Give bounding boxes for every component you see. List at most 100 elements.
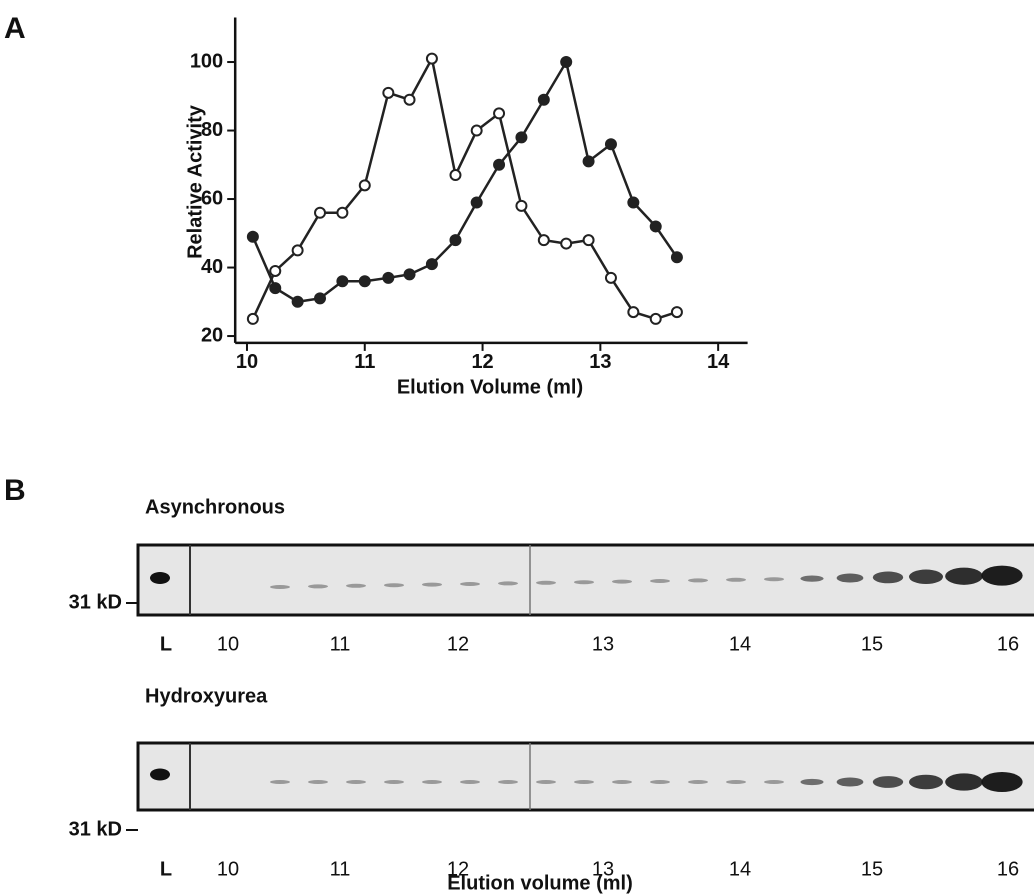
band bbox=[688, 780, 708, 784]
point bbox=[515, 131, 528, 144]
band bbox=[422, 780, 442, 784]
point bbox=[336, 275, 349, 288]
band bbox=[800, 575, 824, 582]
point bbox=[649, 312, 662, 325]
x-tick-label: 10 bbox=[236, 351, 258, 373]
y-tick-label: 80 bbox=[201, 119, 223, 141]
lane-label: 11 bbox=[330, 858, 351, 880]
size-marker: 31 kD bbox=[69, 818, 122, 840]
band bbox=[498, 780, 518, 784]
band bbox=[908, 774, 944, 790]
point bbox=[627, 196, 640, 209]
y-tick-label: 100 bbox=[190, 50, 223, 72]
point bbox=[493, 107, 506, 120]
x-tick-label: 12 bbox=[471, 351, 493, 373]
band bbox=[270, 585, 290, 589]
point bbox=[358, 179, 371, 192]
point bbox=[670, 251, 683, 264]
ladder-band bbox=[150, 768, 170, 781]
point bbox=[314, 206, 327, 219]
blot-title: Hydroxyurea bbox=[145, 685, 268, 707]
band bbox=[536, 780, 556, 784]
point bbox=[604, 271, 617, 284]
band bbox=[612, 780, 632, 784]
lane-label: 14 bbox=[729, 858, 751, 880]
band bbox=[308, 780, 328, 784]
point bbox=[560, 56, 573, 69]
point bbox=[515, 199, 528, 212]
band bbox=[945, 773, 983, 791]
point bbox=[470, 196, 483, 209]
blot-title: Asynchronous bbox=[145, 496, 285, 518]
point bbox=[382, 86, 395, 99]
point bbox=[537, 93, 550, 106]
panel-label: B bbox=[4, 474, 26, 507]
lane-label: 15 bbox=[861, 858, 883, 880]
band bbox=[688, 578, 708, 583]
band bbox=[574, 580, 594, 585]
lane-label: 10 bbox=[217, 633, 239, 655]
point bbox=[269, 264, 282, 277]
x-tick-label: 11 bbox=[354, 351, 375, 373]
band bbox=[346, 583, 366, 588]
band bbox=[872, 776, 904, 788]
band bbox=[308, 584, 328, 589]
band bbox=[498, 581, 518, 586]
lane-label: 10 bbox=[217, 858, 239, 880]
point bbox=[358, 275, 371, 288]
point bbox=[246, 230, 259, 243]
lane-label: L bbox=[160, 633, 172, 655]
point bbox=[425, 52, 438, 65]
point bbox=[403, 268, 416, 281]
band bbox=[650, 780, 670, 784]
band bbox=[384, 583, 404, 588]
point bbox=[336, 206, 349, 219]
y-tick-label: 60 bbox=[201, 187, 223, 209]
band bbox=[650, 579, 670, 583]
lane-label: 15 bbox=[861, 633, 883, 655]
panel-label: A bbox=[4, 12, 26, 45]
lane-label: 13 bbox=[592, 633, 614, 655]
ladder-band bbox=[150, 572, 170, 584]
point bbox=[291, 295, 304, 308]
x-axis-title: Elution Volume (ml) bbox=[397, 376, 583, 398]
lane-label: 16 bbox=[997, 633, 1019, 655]
x-tick-label: 14 bbox=[707, 351, 730, 373]
y-tick-label: 20 bbox=[201, 324, 223, 346]
band bbox=[872, 571, 904, 584]
band bbox=[270, 780, 290, 784]
x-tick-label: 13 bbox=[589, 351, 611, 373]
band bbox=[612, 579, 632, 584]
band bbox=[908, 569, 944, 585]
lane-label: 11 bbox=[330, 633, 351, 655]
band bbox=[346, 780, 366, 784]
point bbox=[403, 93, 416, 106]
y-axis-title: Relative Activity bbox=[184, 104, 206, 259]
band bbox=[945, 567, 983, 585]
point bbox=[425, 258, 438, 271]
size-marker: 31 kD bbox=[69, 591, 122, 613]
point bbox=[582, 234, 595, 247]
band bbox=[384, 780, 404, 784]
lane-label: 16 bbox=[997, 858, 1019, 880]
point bbox=[649, 220, 662, 233]
point bbox=[269, 282, 282, 295]
point bbox=[449, 169, 462, 182]
band bbox=[574, 780, 594, 784]
lane-label: 12 bbox=[447, 633, 469, 655]
band bbox=[460, 780, 480, 784]
blot-x-label: Elution volume (ml) bbox=[447, 872, 633, 894]
band bbox=[764, 577, 784, 582]
band bbox=[460, 582, 480, 586]
point bbox=[382, 271, 395, 284]
point bbox=[582, 155, 595, 168]
band bbox=[764, 780, 784, 784]
band bbox=[726, 780, 746, 784]
lane-label: 14 bbox=[729, 633, 751, 655]
point bbox=[560, 237, 573, 250]
band bbox=[981, 772, 1023, 792]
point bbox=[627, 306, 640, 319]
point bbox=[537, 234, 550, 247]
point bbox=[291, 244, 304, 257]
